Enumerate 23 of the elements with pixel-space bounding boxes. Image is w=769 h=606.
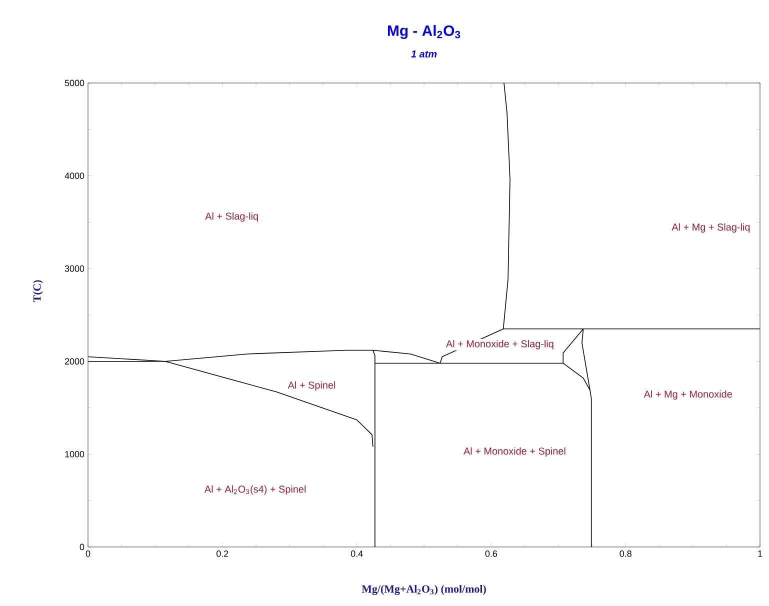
x-tick-label: 0.4 [350,550,363,557]
annotation: Al + Monoxide + Slag-liq [446,340,554,350]
y-tick-label: 2000 [64,358,84,365]
annotation: Al + Al$_{2}$O$_{3}$(s4) + Spinel [204,485,306,495]
chart-subtitle: 1 atm [411,50,437,58]
y-axis-title: T(C) [33,280,43,302]
y-tick-label: 1000 [65,451,84,458]
y-tick-label: 4000 [64,172,84,179]
x-tick-label: 0.6 [485,550,498,557]
x-tick-label: 1 [758,550,762,557]
y-tick-label: 5000 [64,80,84,86]
x-tick-label: 0.2 [216,550,228,557]
annotation: Al + Monoxide + Spinel [464,447,566,457]
x-axis-title: Mg/(Mg+Al$_{2}$O$_{3}$) (mol/mol) [362,584,486,595]
y-tick-label: 0 [80,544,84,550]
x-tick-label: 0.8 [620,550,632,557]
x-tick-label: 0 [86,550,90,557]
annotation: Al + Spinel [288,381,336,391]
chart-title: Mg - Al$_{2}$O$_{3}$ [388,24,460,39]
annotation: Al + Slag-liq [205,212,258,222]
y-tick-label: 3000 [64,265,84,272]
annotation: Al + Mg + Slag-liq [672,223,750,233]
annotation: Al + Mg + Monoxide [644,390,732,400]
